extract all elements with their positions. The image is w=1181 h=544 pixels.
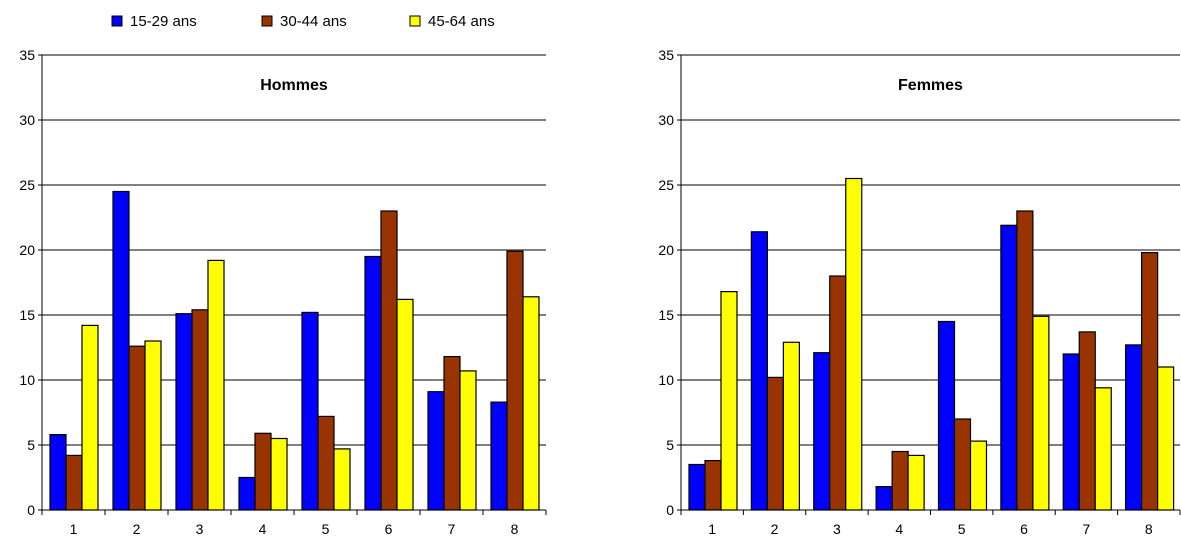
- y-tick-label: 10: [658, 372, 674, 388]
- y-tick-label: 5: [666, 437, 674, 453]
- x-tick-label: 1: [708, 521, 716, 537]
- y-tick-label: 15: [658, 307, 674, 323]
- bar-15-29-ans-cat-4: [875, 486, 893, 511]
- x-tick-label: 6: [1020, 521, 1028, 537]
- bar-30-44-ans-cat-1: [65, 454, 83, 511]
- bar-30-44-ans-cat-6: [380, 210, 398, 511]
- x-tick-label: 4: [895, 521, 903, 537]
- bar-45-64-ans-cat-4: [907, 454, 925, 511]
- bar-30-44-ans-cat-7: [443, 356, 461, 511]
- bar-45-64-ans-cat-7: [1094, 387, 1112, 511]
- y-tick-label: 10: [19, 372, 35, 388]
- bar-30-44-ans-cat-5: [317, 415, 335, 511]
- bar-45-64-ans-cat-2: [144, 340, 162, 511]
- bar-30-44-ans-cat-3: [191, 309, 209, 511]
- bar-45-64-ans-cat-5: [969, 440, 988, 511]
- bar-15-29-ans-cat-8: [490, 401, 508, 511]
- legend-label-1: 15-29 ans: [130, 13, 197, 30]
- x-tick-label: 7: [448, 521, 456, 537]
- bar-30-44-ans-cat-1: [704, 460, 722, 511]
- y-tick-label: 25: [658, 177, 674, 193]
- bar-45-64-ans-cat-1: [720, 291, 738, 511]
- legend-swatch-3: [409, 15, 421, 27]
- x-tick-label: 1: [70, 521, 78, 537]
- bar-30-44-ans-cat-4: [254, 432, 272, 511]
- bar-15-29-ans-cat-3: [813, 352, 831, 511]
- bar-15-29-ans-cat-5: [301, 311, 319, 511]
- x-tick-label: 2: [771, 521, 779, 537]
- x-tick-label: 4: [259, 521, 267, 537]
- bar-15-29-ans-cat-7: [1062, 353, 1080, 511]
- bar-45-64-ans-cat-3: [845, 177, 863, 511]
- bar-15-29-ans-cat-3: [175, 313, 193, 511]
- chart-title: Hommes: [260, 77, 328, 94]
- bar-15-29-ans-cat-4: [238, 476, 256, 511]
- bar-30-44-ans-cat-6: [1016, 210, 1034, 511]
- bar-45-64-ans-cat-6: [396, 298, 414, 511]
- x-tick-label: 3: [196, 521, 204, 537]
- x-tick-label: 6: [385, 521, 393, 537]
- bar-45-64-ans-cat-7: [459, 370, 477, 511]
- y-tick-label: 0: [27, 502, 35, 518]
- bar-30-44-ans-cat-2: [766, 376, 784, 511]
- bar-45-64-ans-cat-1: [81, 324, 99, 511]
- y-tick-label: 0: [666, 502, 674, 518]
- x-tick-label: 8: [1145, 521, 1153, 537]
- bar-30-44-ans-cat-7: [1078, 331, 1096, 511]
- chart-hommes: 0 5 10 15 20 25 30 35 Hommes 1 2 3 4 5 6 7 8: [19, 47, 547, 537]
- bar-45-64-ans-cat-8: [522, 296, 540, 511]
- x-tick-label: 8: [511, 521, 519, 537]
- bar-15-29-ans-cat-2: [112, 190, 130, 511]
- bar-30-44-ans-cat-4: [891, 450, 909, 511]
- y-tick-label: 25: [19, 177, 35, 193]
- legend-label-3: 45-64 ans: [428, 13, 495, 30]
- bar-30-44-ans-cat-2: [128, 345, 146, 511]
- bar-15-29-ans-cat-1: [688, 463, 706, 511]
- y-tick-label: 20: [19, 242, 35, 258]
- bar-45-64-ans-cat-3: [207, 259, 225, 511]
- bar-30-44-ans-cat-5: [953, 418, 972, 511]
- bar-15-29-ans-cat-1: [49, 434, 67, 511]
- y-tick-label: 30: [19, 112, 35, 128]
- x-tick-label: 3: [833, 521, 841, 537]
- y-tick-label: 35: [658, 47, 674, 63]
- bar-45-64-ans-cat-5: [333, 448, 351, 511]
- bar-15-29-ans-cat-6: [364, 255, 382, 511]
- y-tick-label: 30: [658, 112, 674, 128]
- chart-femmes: 0 5 10 15 20 25 30 35 Femmes 1 2 3 4 5 6 7 8: [658, 47, 1181, 537]
- bar-45-64-ans-cat-8: [1157, 366, 1175, 511]
- x-tick-label: 5: [322, 521, 330, 537]
- bar-45-64-ans-cat-4: [270, 437, 288, 511]
- bar-30-44-ans-cat-3: [829, 275, 847, 511]
- bar-15-29-ans-cat-5: [937, 320, 956, 511]
- legend-swatch-1: [111, 15, 123, 27]
- y-tick-label: 35: [19, 47, 35, 63]
- bar-45-64-ans-cat-6: [1032, 315, 1050, 511]
- legend: 15-29 ans 30-44 ans 45-64 ans: [111, 13, 495, 30]
- x-tick-label: 5: [958, 521, 966, 537]
- y-tick-label: 20: [658, 242, 674, 258]
- bar-15-29-ans-cat-7: [427, 391, 445, 511]
- legend-label-2: 30-44 ans: [280, 13, 347, 30]
- y-tick-label: 15: [19, 307, 35, 323]
- y-tick-label: 5: [27, 437, 35, 453]
- x-tick-label: 2: [133, 521, 141, 537]
- x-tick-label: 7: [1083, 521, 1091, 537]
- bar-30-44-ans-cat-8: [506, 250, 524, 511]
- chart-title: Femmes: [898, 77, 963, 94]
- legend-swatch-2: [261, 15, 273, 27]
- bar-30-44-ans-cat-8: [1141, 252, 1159, 511]
- bar-15-29-ans-cat-2: [750, 231, 768, 511]
- bar-15-29-ans-cat-8: [1125, 344, 1143, 511]
- bar-15-29-ans-cat-6: [1000, 224, 1018, 511]
- bar-45-64-ans-cat-2: [782, 341, 800, 511]
